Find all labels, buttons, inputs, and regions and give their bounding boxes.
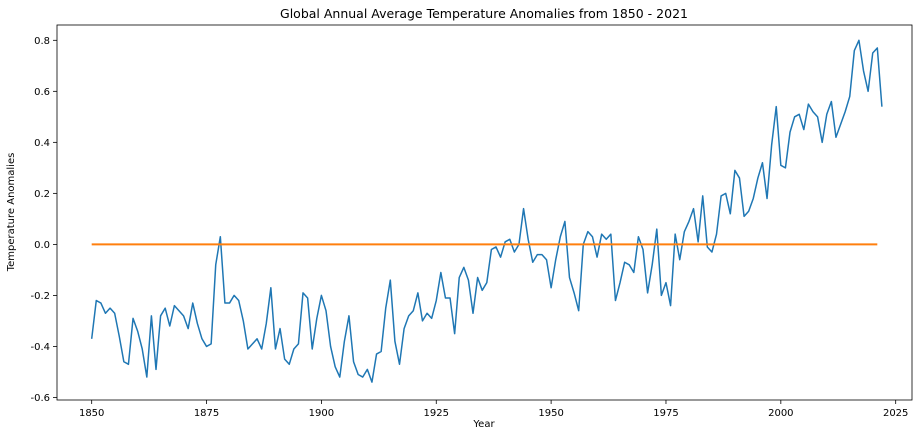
y-tick-label: 0.2: [34, 189, 50, 200]
y-tick-label: 0.8: [34, 36, 50, 47]
x-tick-label: 2000: [768, 408, 793, 419]
y-tick-label: -0.6: [30, 393, 50, 404]
y-tick-label: 0.4: [34, 138, 50, 149]
y-axis-label: Temperature Anomalies: [6, 153, 17, 273]
chart-title: Global Annual Average Temperature Anomal…: [280, 6, 688, 21]
x-axis-label: Year: [472, 419, 495, 430]
x-tick-label: 1950: [538, 408, 563, 419]
x-tick-label: 1875: [194, 408, 219, 419]
x-tick-label: 1975: [653, 408, 678, 419]
plot-area: [90, 39, 883, 383]
x-tick-label: 1850: [79, 408, 104, 419]
plot-frame: [56, 24, 913, 401]
y-tick-label: -0.4: [30, 342, 50, 353]
x-tick-label: 1925: [424, 408, 449, 419]
y-tick-label: 0.0: [34, 240, 50, 251]
y-tick-label: 0.6: [34, 87, 50, 98]
x-tick-label: 2025: [883, 408, 908, 419]
y-tick-label: -0.2: [30, 291, 50, 302]
series-line-temperature-anomaly: [90, 39, 883, 383]
y-axis: -0.6 -0.4 -0.2 0.0 0.2 0.4 0.6 0.8: [30, 36, 57, 404]
x-axis: 1850 1875 1900 1925 1950 1975 2000 2025: [79, 400, 908, 419]
x-tick-label: 1900: [309, 408, 334, 419]
